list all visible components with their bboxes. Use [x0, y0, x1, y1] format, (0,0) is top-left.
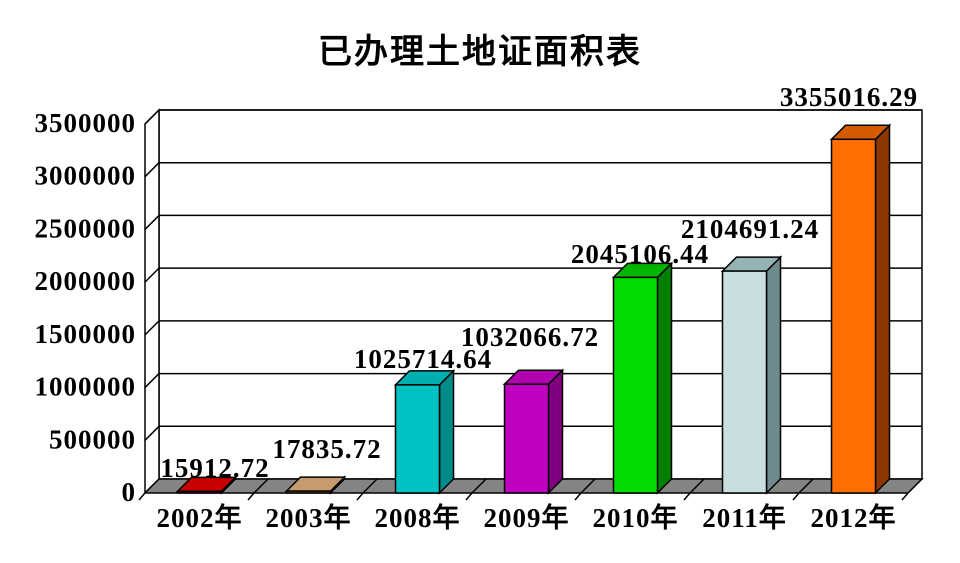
data-label-2002年: 15912.72	[160, 453, 269, 483]
y-tick-label-3500000: 3500000	[35, 108, 137, 138]
x-label-2002年: 2002年	[157, 502, 243, 533]
bar-front-2008年	[394, 384, 441, 494]
y-tick-label-500000: 500000	[49, 424, 136, 454]
bar-front-2002年	[176, 490, 223, 494]
y-axis-tick	[144, 214, 160, 230]
data-label-2010年: 2045106.44	[571, 239, 709, 269]
data-label-2011年: 2104691.24	[681, 214, 819, 244]
y-axis-tick	[144, 373, 160, 389]
x-axis-tick	[901, 492, 909, 501]
y-tick-label-0: 0	[122, 477, 137, 507]
y-tick-label-3000000: 3000000	[35, 161, 137, 191]
y-axis-tick	[144, 425, 160, 441]
x-axis-tick	[792, 492, 800, 501]
bar-front-2009年	[503, 383, 550, 494]
x-label-2011年: 2011年	[702, 502, 787, 533]
chart-title: 已办理土地证面积表	[318, 33, 642, 71]
y-axis-tick	[144, 320, 160, 336]
y-tick-label-1000000: 1000000	[35, 372, 137, 402]
x-axis-tick	[574, 492, 582, 501]
bar-side-2012年	[874, 123, 891, 495]
y-axis-tick	[144, 109, 160, 125]
data-label-2003年: 17835.72	[272, 434, 381, 464]
x-label-2010年: 2010年	[593, 502, 679, 533]
x-axis-tick	[138, 492, 146, 501]
bar-front-2011年	[721, 270, 768, 494]
bar-front-2010年	[612, 276, 659, 494]
x-label-2012年: 2012年	[811, 502, 897, 533]
bar-side-2009年	[547, 368, 564, 495]
plot-left-wall	[144, 108, 160, 495]
floor-separator	[798, 478, 814, 494]
floor-separator	[580, 478, 596, 494]
bar-front-2012年	[830, 138, 877, 494]
bar-side-2011年	[765, 255, 782, 495]
x-axis-tick	[465, 492, 473, 501]
data-label-2008年: 1025714.64	[354, 344, 492, 374]
floor-separator	[471, 478, 487, 494]
y-tick-label-2500000: 2500000	[35, 213, 137, 243]
x-label-2003年: 2003年	[266, 502, 352, 533]
x-axis-tick	[247, 492, 255, 501]
floor-separator	[253, 478, 269, 494]
bar-front-2003年	[285, 490, 332, 494]
floor-separator	[362, 478, 378, 494]
x-label-2009年: 2009年	[484, 502, 570, 533]
data-label-2009年: 1032066.72	[461, 322, 599, 352]
y-axis-tick	[144, 162, 160, 178]
x-label-2008年: 2008年	[375, 502, 461, 533]
floor-separator	[689, 478, 705, 494]
x-axis-tick	[683, 492, 691, 501]
x-axis-tick	[356, 492, 364, 501]
bar-side-2008年	[438, 369, 455, 495]
y-axis-tick	[144, 267, 160, 283]
data-label-2012年: 3355016.29	[780, 82, 918, 112]
y-tick-label-2000000: 2000000	[35, 266, 137, 296]
bar-side-2010年	[656, 261, 673, 495]
y-tick-label-1500000: 1500000	[35, 319, 137, 349]
